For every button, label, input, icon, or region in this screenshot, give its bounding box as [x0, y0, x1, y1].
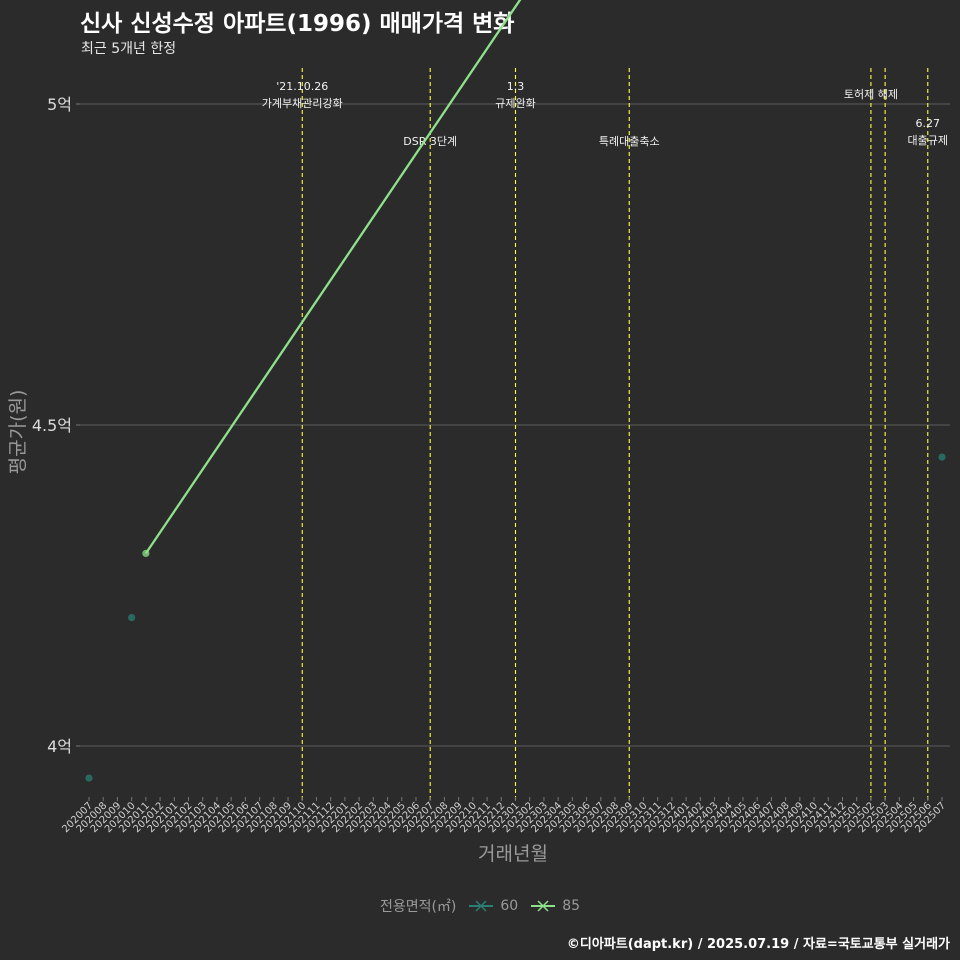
legend-item-85: 85	[530, 898, 580, 914]
chart-title: 신사 신성수정 아파트(1996) 매매가격 변화	[80, 11, 515, 37]
data-point-85	[142, 549, 150, 558]
event-label: 6.27	[916, 117, 941, 130]
chart-subtitle: 최근 5개년 한정	[81, 41, 177, 57]
legend-key-60-icon	[469, 900, 494, 912]
data-point-60	[85, 774, 93, 782]
event-label: 1.3	[507, 80, 525, 93]
event-label: 규제완화	[495, 97, 535, 110]
event-label: 토허제 해제	[844, 87, 898, 101]
legend: 전용면적(㎡) 60 85	[0, 896, 960, 916]
series-line-85	[144, 0, 522, 555]
x-axis-ticks: 2020072020082020092020102020112020122021…	[60, 797, 948, 835]
event-label: 가계부채관리강화	[262, 97, 343, 110]
series-lines	[144, 0, 522, 555]
y-axis-label: 평균가(원)	[7, 390, 29, 475]
y-axis-ticks: 4억4.5억5억5.5억6억	[32, 95, 80, 756]
event-label: DSR 3단계	[403, 135, 457, 148]
legend-title: 전용면적(㎡)	[379, 899, 457, 915]
data-points	[85, 453, 946, 782]
legend-label-85: 85	[562, 898, 581, 914]
legend-label-60: 60	[500, 898, 519, 914]
event-label: 대출규제	[908, 134, 948, 147]
y-tick-label: 5억	[47, 95, 72, 114]
source-caption: ©디아파트(dapt.kr) / 2025.07.19 / 자료=국토교통부 실…	[566, 937, 950, 952]
legend-item-60: 60	[468, 898, 518, 914]
data-point-60	[938, 453, 946, 461]
y-tick-label: 4.5억	[32, 416, 72, 435]
y-tick-label: 4억	[47, 737, 72, 756]
event-label: '21.10.26	[276, 80, 328, 93]
data-point-60	[128, 614, 136, 622]
event-lines	[301, 68, 929, 800]
event-label: 특례대출축소	[599, 135, 660, 148]
x-axis-label: 거래년월	[478, 843, 548, 865]
legend-key-85-icon	[531, 900, 556, 912]
